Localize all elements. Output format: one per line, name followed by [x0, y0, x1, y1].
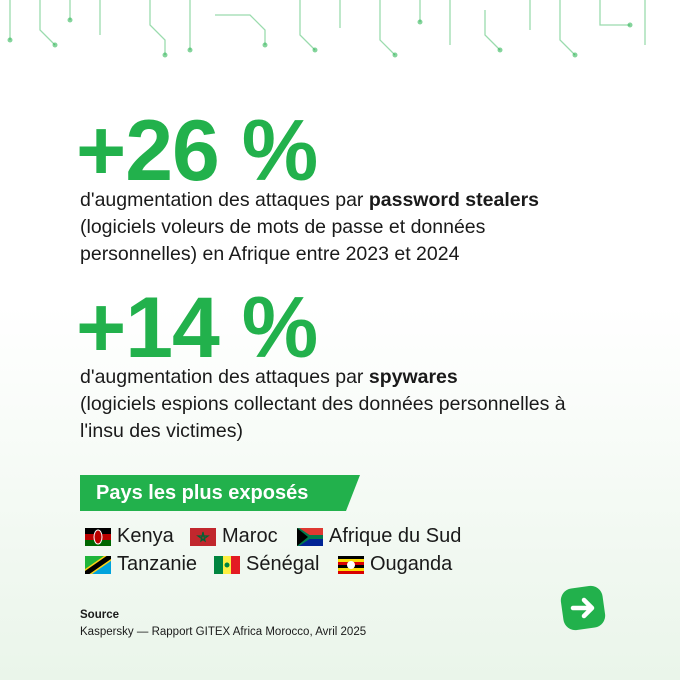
text: (logiciels voleurs de mots de passe et d… — [80, 216, 486, 265]
text: d'augmentation des attaques par — [80, 366, 364, 388]
country-name: Maroc — [222, 525, 278, 547]
stat-value: +14 % — [76, 280, 318, 376]
stat-value: +26 % — [76, 103, 318, 199]
text-bold: spywares — [368, 366, 458, 388]
text: (logiciels espions collectant des donnée… — [80, 393, 566, 442]
country: Maroc — [190, 525, 278, 548]
flag — [214, 555, 240, 574]
heading: Pays les plus exposés — [96, 482, 309, 504]
flag — [190, 527, 216, 546]
text-bold: password stealers — [368, 189, 540, 211]
banner-shape — [80, 475, 360, 511]
stat-text: d'augmentation des attaques par password… — [80, 187, 600, 268]
country-name: Ouganda — [370, 553, 453, 575]
country: Sénégal — [214, 553, 319, 576]
country: Tanzanie — [85, 553, 197, 576]
flag — [85, 555, 111, 574]
country-name: Kenya — [117, 525, 174, 547]
text: d'augmentation des attaques par — [80, 189, 364, 211]
circuit-decoration — [7, 0, 646, 58]
flag — [297, 527, 323, 546]
country-name: Sénégal — [246, 553, 320, 575]
country-name: Tanzanie — [117, 553, 198, 575]
stat-text: d'augmentation des attaques par spywares… — [80, 364, 600, 445]
country: Afrique du Sud — [297, 525, 461, 548]
flag — [85, 527, 111, 546]
source-label: Source — [80, 609, 119, 621]
country: Ouganda — [338, 553, 452, 576]
country: Kenya — [85, 525, 174, 548]
next-button[interactable] — [560, 585, 606, 631]
country-name: Afrique du Sud — [329, 525, 462, 547]
flag — [338, 555, 364, 574]
source-text: Kaspersky — Rapport GITEX Africa Morocco… — [80, 626, 367, 638]
heading-banner: Pays les plus exposés — [80, 475, 360, 511]
